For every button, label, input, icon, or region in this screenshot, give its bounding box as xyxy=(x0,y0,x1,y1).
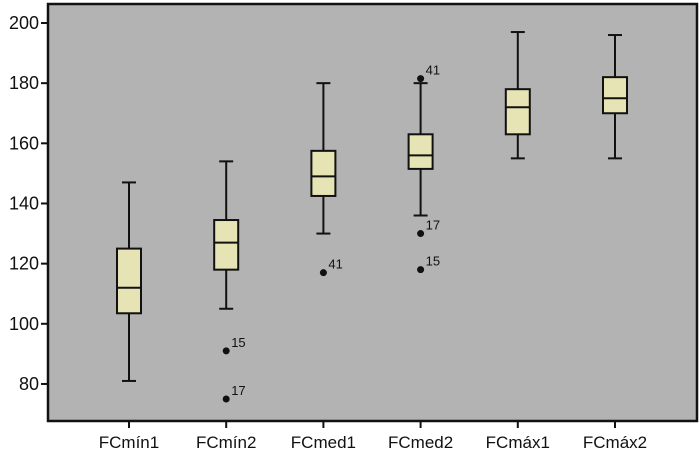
outlier-label: 17 xyxy=(231,383,245,398)
outlier-label: 15 xyxy=(426,254,440,269)
x-tick-label: FCmed2 xyxy=(388,433,453,452)
plot-area xyxy=(46,2,699,423)
box-4 xyxy=(504,31,531,160)
y-tick-label: 100 xyxy=(9,314,39,334)
box-2: 41 xyxy=(310,82,343,277)
box-iqr xyxy=(116,247,142,315)
box-5 xyxy=(602,34,628,160)
outlier-label: 41 xyxy=(426,63,440,78)
outlier-label: 17 xyxy=(426,218,440,233)
x-tick-label: FCmín1 xyxy=(99,433,159,452)
box-0 xyxy=(116,181,142,382)
box-iqr xyxy=(310,149,337,197)
y-axis: 80 100 120 140 160 180 200 xyxy=(9,13,48,394)
x-tick-label: FCmed1 xyxy=(291,433,356,452)
y-tick-label: 80 xyxy=(19,374,39,394)
outlier-point xyxy=(417,230,425,238)
y-tick-label: 120 xyxy=(9,254,39,274)
x-tick-label: FCmáx1 xyxy=(486,433,550,452)
y-tick-label: 180 xyxy=(9,73,39,93)
outlier-label: 15 xyxy=(231,335,245,350)
x-tick-label: FCmín2 xyxy=(196,433,256,452)
outlier-label: 41 xyxy=(328,257,342,272)
y-tick-label: 160 xyxy=(9,133,39,153)
outlier-point xyxy=(222,347,230,355)
outlier-point xyxy=(417,266,425,274)
outlier-point xyxy=(222,395,230,403)
box-iqr xyxy=(504,88,531,136)
outlier-point xyxy=(417,75,425,83)
x-tick-label: FCmáx2 xyxy=(583,433,647,452)
x-axis: FCmín1 FCmín2 FCmed1 FCmed2 FCmáx1 FCmáx2 xyxy=(99,421,647,452)
y-tick-label: 140 xyxy=(9,193,39,213)
box-iqr xyxy=(213,219,240,271)
box-iqr xyxy=(407,133,434,170)
box-3: 41 17 15 xyxy=(407,63,440,274)
outlier-point xyxy=(319,269,327,277)
y-tick-label: 200 xyxy=(9,13,39,33)
box-iqr xyxy=(602,76,628,115)
